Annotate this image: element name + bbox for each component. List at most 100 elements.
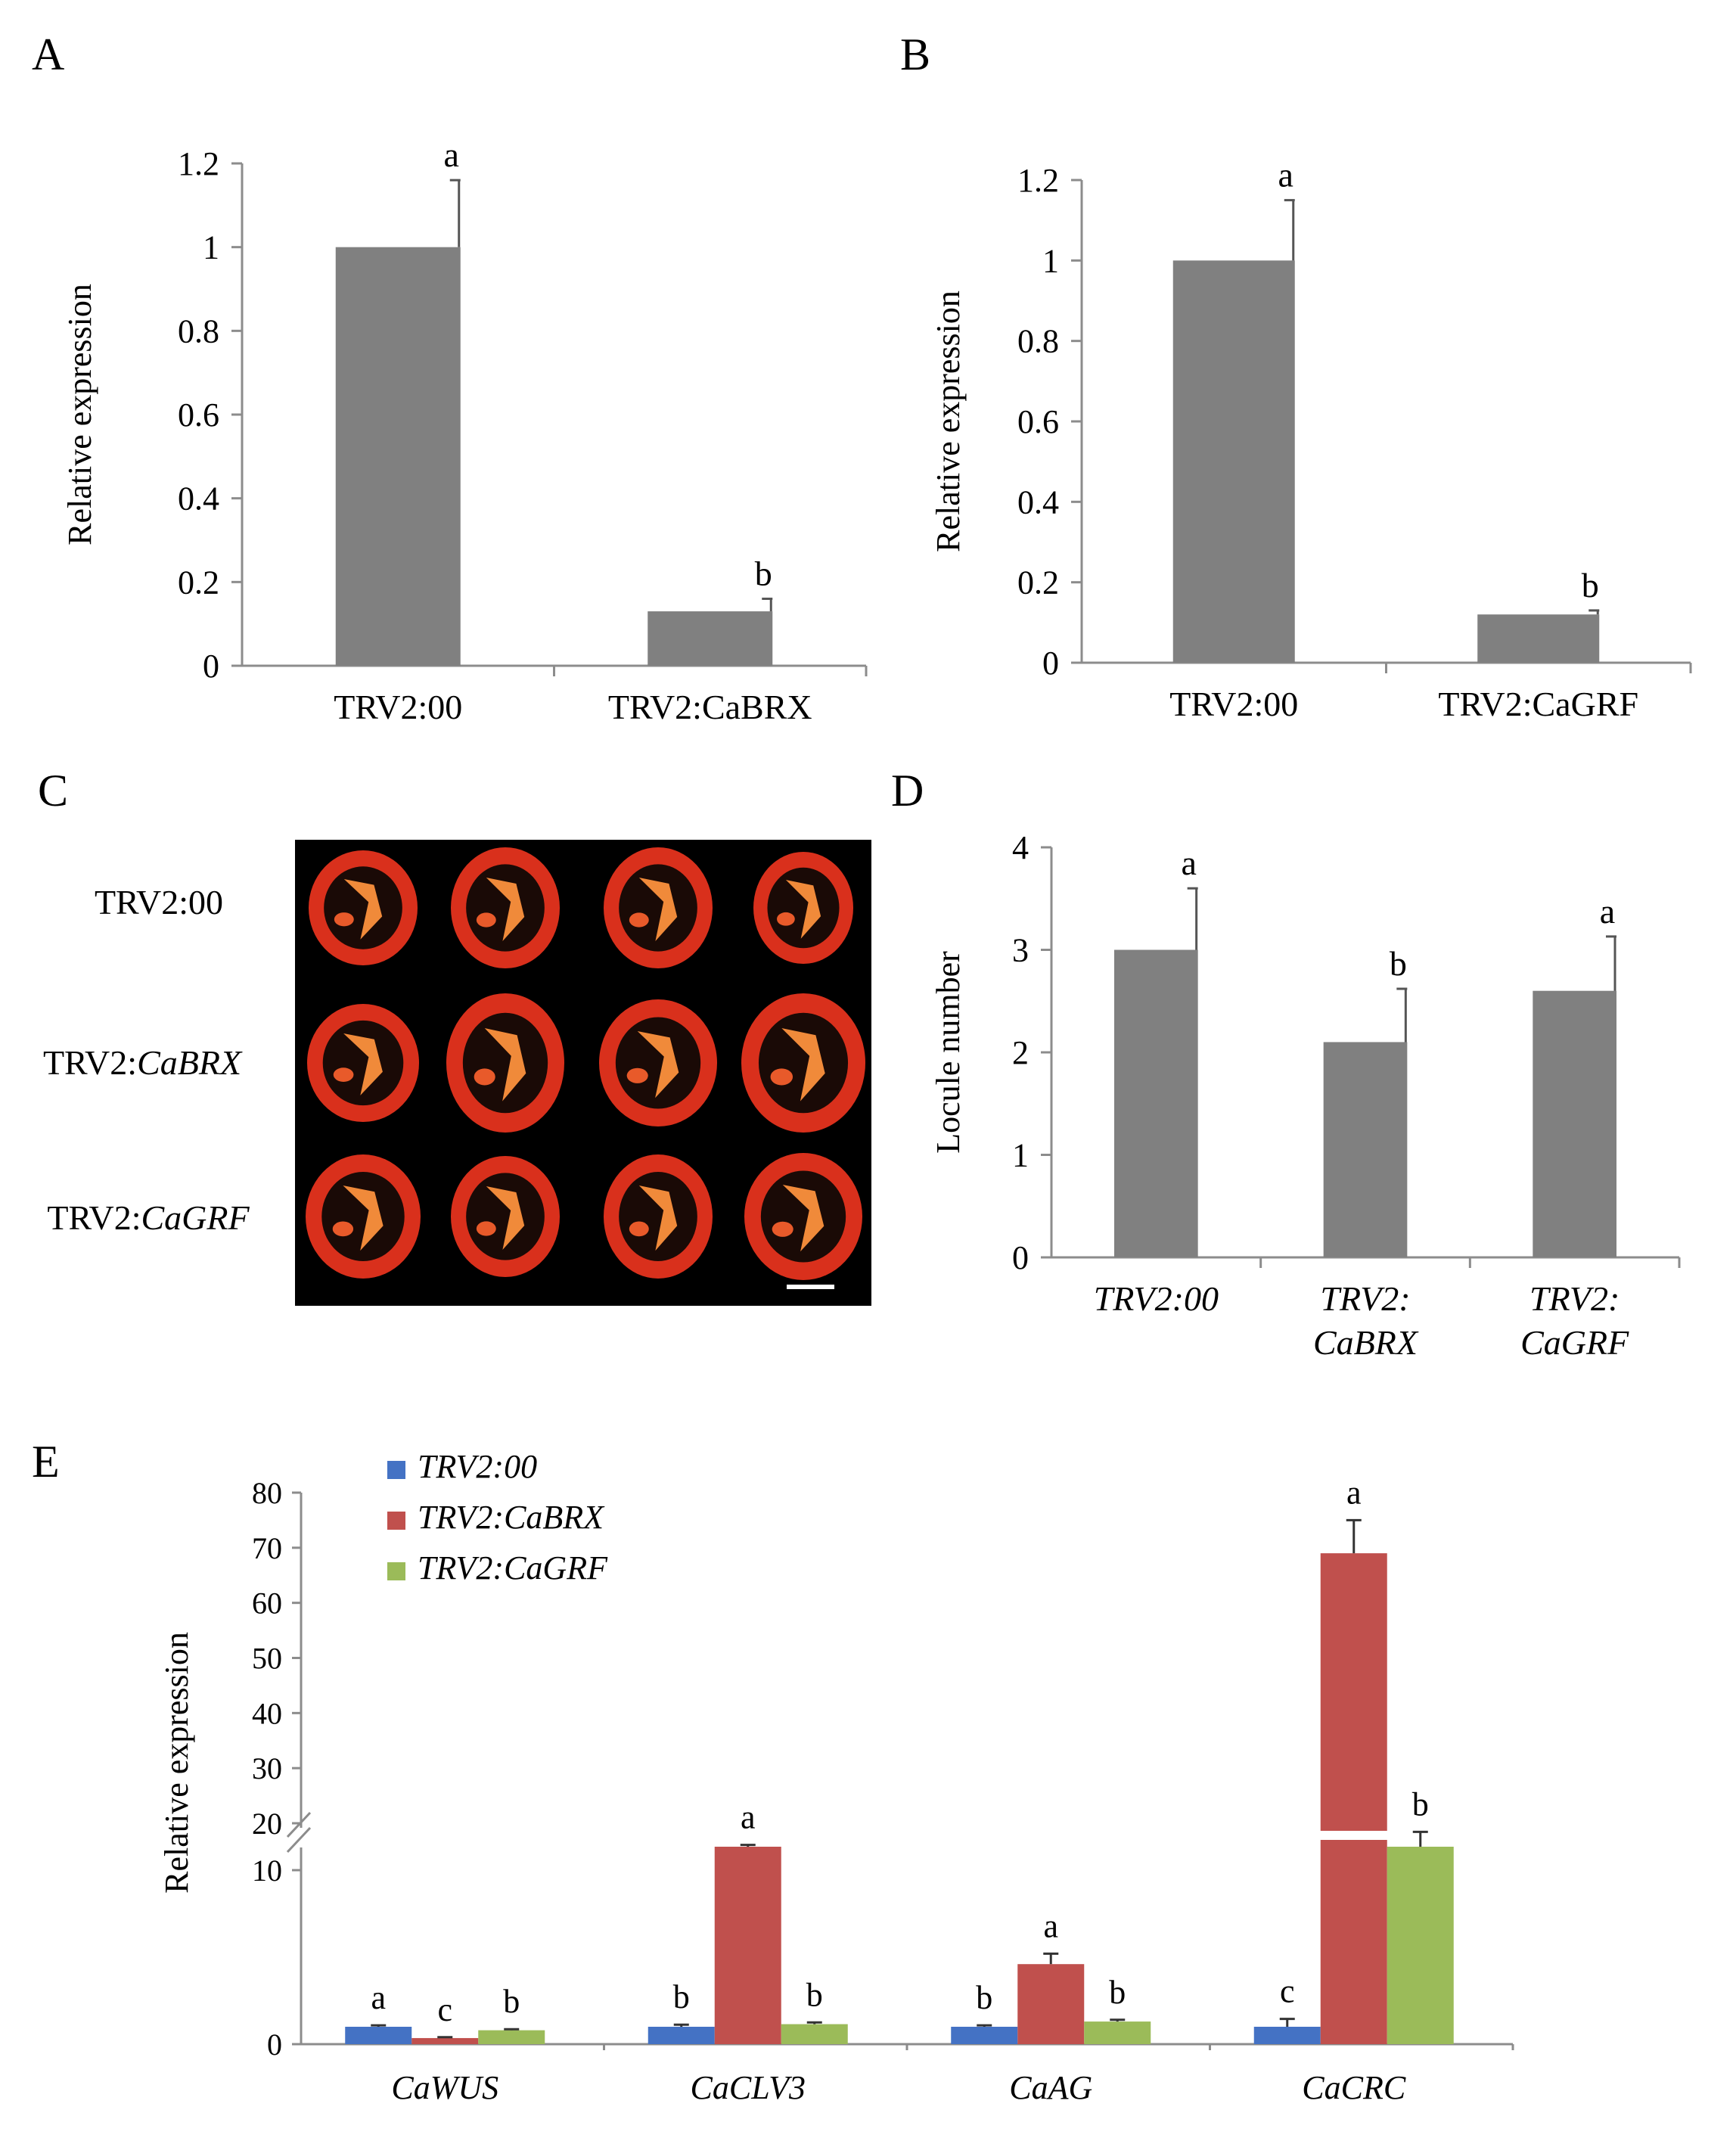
bar-cawus-trv2-cabrx [411,2037,479,2044]
y-tick-label: 1.2 [178,145,219,182]
y-tick-label: 0.4 [178,480,219,517]
y-tick-label: 0 [267,2028,282,2062]
x-category-label: CaCRC [1302,2069,1406,2106]
fruit-photo-panel: TRV2:00 TRV2:CaBRX TRV2:CaGRF [43,840,871,1306]
fruit-septum [476,1221,496,1236]
fruit-septum [476,912,496,928]
chart-d: 4 3 2 1 0 Locule number a TRV2:00 b TRV2: CaBRX a TR… [930,829,1681,1362]
significance-letter: a [1043,1907,1058,1944]
fruit-cavity [324,866,402,949]
y-tick-label: 0.2 [1017,564,1059,601]
significance-letter: a [371,1979,386,2016]
legend-label: TRV2:00 [418,1448,537,1485]
chart-b: 1.2 1 0.8 0.6 0.4 0.2 0 Relative expression a TRV… [930,156,1692,723]
x-category-label: TRV2:CaBRX [608,688,812,726]
bar-caag-trv2-cabrx [1017,1964,1085,2044]
bar-cacrc-trv2-00 [1253,2027,1321,2044]
fruit-cavity [322,1020,404,1106]
y-axis-label: Relative expression [61,284,98,545]
fruit-placenta [343,1185,384,1251]
x-category-label: TRV2:00 [1169,685,1298,723]
bar-caag-trv2-cagrf [1084,2021,1151,2044]
y-tick-label: 0 [203,648,219,685]
significance-letter: b [673,1978,690,2015]
x-category-label: CaWUS [391,2069,498,2106]
fruit-placenta [486,878,525,941]
fruit-cavity [462,1012,548,1114]
row-label-trv2-00: TRV2:00 [95,883,223,921]
bar-caclv3-trv2-00 [648,2027,715,2044]
y-tick-label: 3 [1012,932,1029,969]
y-tick-label: 40 [252,1696,282,1730]
row-label-trv2-cabrx: TRV2:CaBRX [43,1043,243,1082]
bar-trv2-00 [1172,260,1295,663]
bar-caag-trv2-00 [951,2027,1018,2044]
fruit-placenta [638,1185,678,1251]
fruit-septum [334,912,354,927]
x-category-label: TRV2: [1529,1279,1620,1318]
scale-bar [787,1285,834,1289]
legend-label: TRV2:CaBRX [418,1499,605,1536]
y-tick-label: 1.2 [1017,162,1059,199]
fruit-cavity [466,864,545,952]
y-axis-label: Locule number [930,951,967,1154]
chart-a: 1.2 1 0.8 0.6 0.4 0.2 0 Relative expression a TRV… [61,135,868,726]
significance-letter: a [1278,156,1293,194]
bar-trv2-00 [1114,949,1198,1257]
fruit-septum [629,912,649,928]
panel-b-letter: B [900,30,930,79]
y-tick-label: 0 [1042,645,1059,682]
fruit-cavity [758,1012,849,1114]
bar-trv2-cabrx [648,611,773,666]
significance-letter: b [1582,566,1599,604]
x-category-label: TRV2: [1320,1279,1410,1318]
panel-c-letter: C [38,766,68,816]
bar-cacrc-trv2-cabrx-upper [1320,1553,1387,1831]
y-tick-label: 1 [1012,1137,1029,1174]
bar-cawus-trv2-cagrf [478,2030,545,2044]
y-tick-label: 0.4 [1017,483,1059,520]
x-category-label: CaAG [1009,2069,1092,2106]
significance-letter: b [1109,1974,1126,2011]
axis-break-mark [286,1826,312,1854]
y-tick-label: 4 [1012,829,1029,866]
fruit-cavity [466,1173,545,1260]
y-tick-label: 1 [203,229,219,266]
fruit-placenta [486,1186,525,1250]
fruit-septum [332,1221,354,1237]
fruit-slices [306,847,865,1280]
significance-letter: b [503,1983,520,2020]
fruit-septum [474,1068,495,1086]
fruit-placenta [781,1028,825,1102]
bar-cacrc-trv2-cabrx [1320,1840,1387,2044]
y-tick-label: 80 [252,1476,282,1510]
fruit-cavity [619,864,697,952]
fruit-septum [772,1221,793,1237]
bar-cacrc-trv2-cagrf [1387,1847,1454,2044]
y-axis-label: Relative expression [930,291,967,552]
y-tick-label: 30 [252,1751,282,1785]
y-tick-label: 60 [252,1586,282,1621]
legend-swatch-1 [387,1461,405,1479]
fruit-septum [629,1221,649,1237]
x-category-label: TRV2:00 [1094,1279,1219,1318]
y-tick-label: 0.8 [1017,323,1059,360]
y-tick-label: 2 [1012,1034,1029,1071]
panel-d-letter: D [891,766,924,816]
chart-e: 80 70 60 50 40 30 20 10 0 Relative expression CaWU… [158,1448,1514,2106]
bar-trv2-00 [335,247,461,667]
panel-a-letter: A [32,30,64,79]
bar-trv2-cagrf [1533,990,1616,1257]
x-category-label: CaBRX [1313,1323,1419,1362]
significance-letter: b [755,554,772,592]
y-axis-label: Relative expression [158,1632,195,1894]
y-tick-label: 0.6 [1017,403,1059,440]
fruit-septum [626,1067,648,1083]
significance-letter: b [806,1976,823,2013]
significance-letter: c [437,1991,452,2028]
panel-e-letter: E [32,1437,60,1487]
fruit-septum [770,1068,793,1086]
fruit-cavity [615,1017,701,1109]
legend-swatch-2 [387,1512,405,1530]
